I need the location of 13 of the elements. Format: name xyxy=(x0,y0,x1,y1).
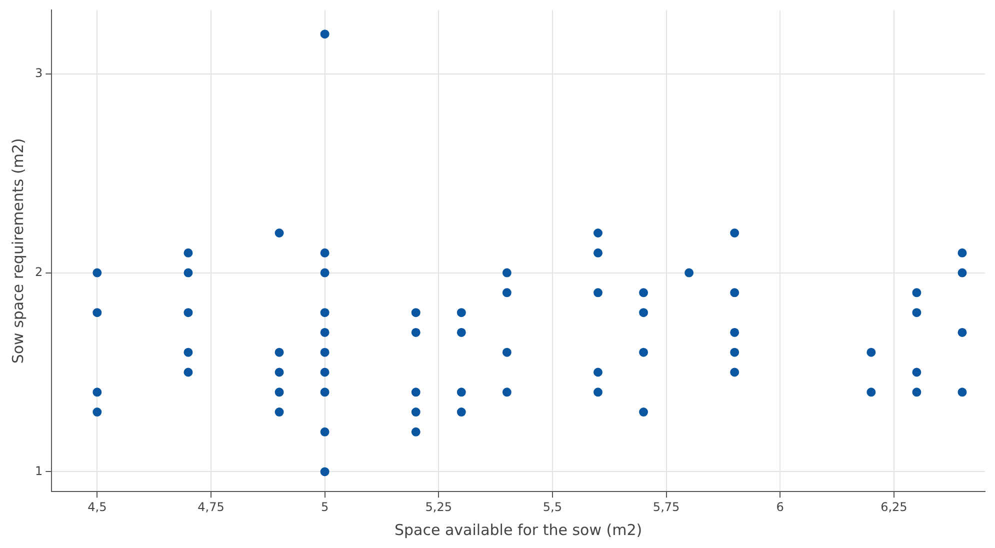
y-tick-label: 1 xyxy=(34,464,43,478)
x-tick-label: 5 xyxy=(320,500,329,514)
x-tick-label: 5,75 xyxy=(652,500,680,514)
x-tick-label: 6,25 xyxy=(880,500,908,514)
x-tick-label: 6 xyxy=(776,500,784,514)
x-tick-label: 5,25 xyxy=(425,500,452,514)
x-axis-title: Space available for the sow (m2) xyxy=(394,520,642,539)
y-axis-title: Sow space requirements (m2) xyxy=(8,138,27,364)
x-tick-label: 4,75 xyxy=(198,500,224,514)
x-tick-label: 5,5 xyxy=(542,500,562,514)
y-tick-label: 2 xyxy=(34,264,43,279)
x-tick-label: 4,5 xyxy=(88,500,107,514)
y-tick-label: 3 xyxy=(34,66,43,80)
